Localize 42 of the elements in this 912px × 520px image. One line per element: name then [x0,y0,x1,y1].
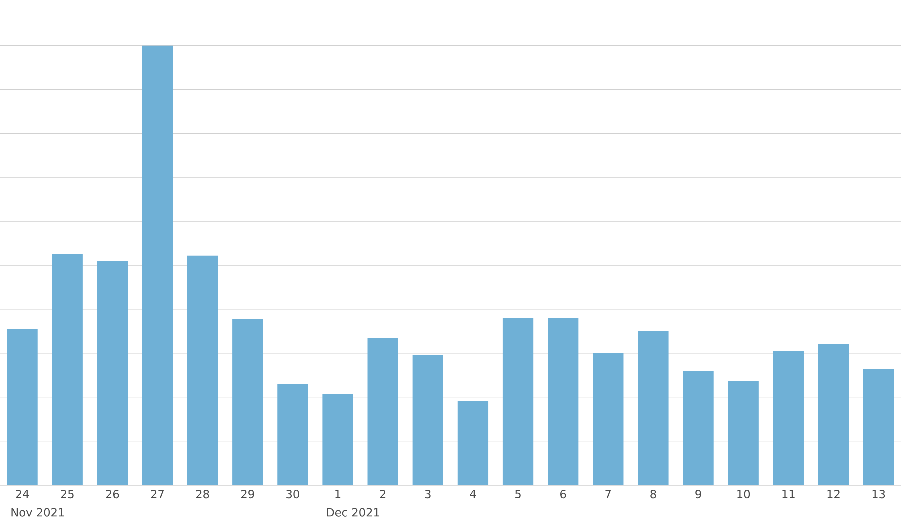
x-tick-label: 29 [242,490,254,499]
bar [97,261,128,486]
x-tick-label: 11 [782,490,795,498]
bar [548,318,579,486]
bar [502,318,534,486]
x-tick-label: 12 [828,490,840,498]
bar [593,353,624,486]
x-tick-label: 9 [696,490,702,499]
bar [187,256,218,486]
x-tick-label: 10 [738,490,750,499]
x-tick-label: 5 [516,490,521,498]
bar [638,331,669,486]
bar [728,381,759,486]
x-tick-label: 26 [106,490,120,499]
x-tick-label: 13 [872,490,886,499]
bar [278,384,308,486]
x-tick-label: 6 [560,490,566,499]
bar [818,344,850,486]
x-tick-label: 8 [650,490,656,499]
text: Nov 2021 [12,508,64,517]
bar [52,254,83,486]
x-tick-label: 27 [151,490,164,498]
x-tick-label: 30 [286,490,300,499]
bar [232,319,264,486]
bar [773,351,804,486]
x-tick-label: 7 [606,490,612,498]
text: Dec 2021 [327,508,380,517]
bar [7,329,38,486]
bar [863,369,894,486]
x-tick-label: 3 [425,490,431,499]
bar [412,355,444,486]
x-tick-label: 25 [61,490,74,499]
x-tick-label: 28 [196,490,210,499]
bar [683,371,714,486]
x-tick-label: 2 [380,490,386,498]
x-tick-label: 4 [470,490,476,498]
bar [322,394,354,486]
x-tick-label: 24 [16,490,30,498]
x-tick-label: 1 [336,490,341,498]
bar [458,401,489,486]
bar [142,46,174,486]
bar [368,338,398,486]
